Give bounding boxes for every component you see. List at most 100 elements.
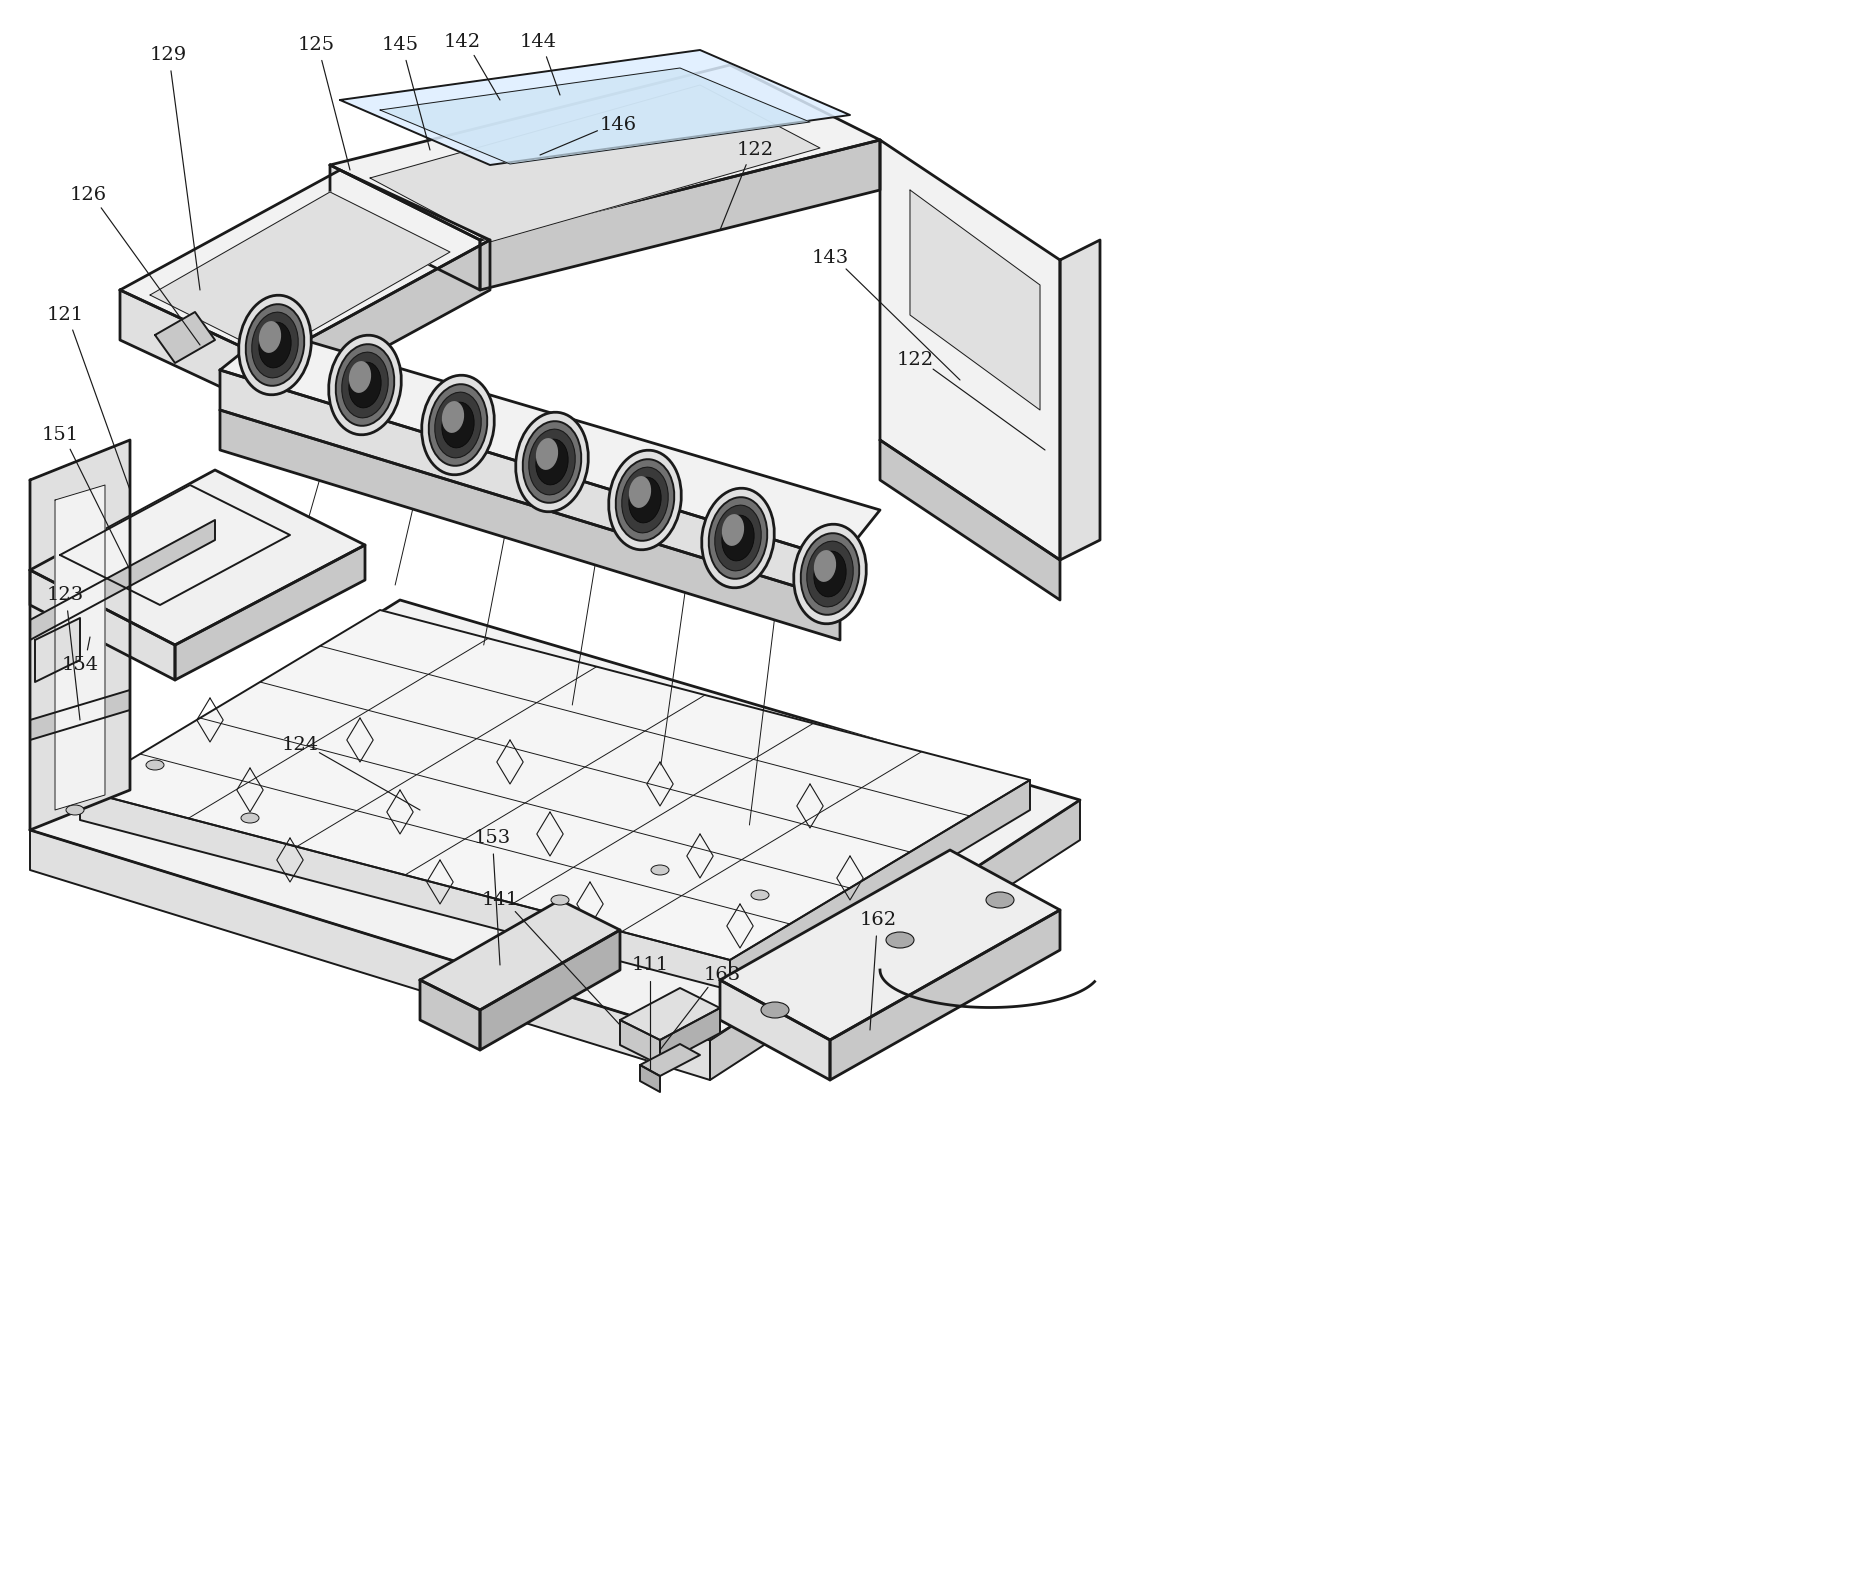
Polygon shape xyxy=(829,911,1059,1079)
Text: 145: 145 xyxy=(382,37,419,54)
Ellipse shape xyxy=(147,759,163,771)
Ellipse shape xyxy=(341,352,388,417)
Polygon shape xyxy=(660,1008,720,1065)
Ellipse shape xyxy=(751,890,768,899)
Ellipse shape xyxy=(245,304,304,385)
Text: 141: 141 xyxy=(480,892,518,909)
Ellipse shape xyxy=(551,895,569,904)
Text: 126: 126 xyxy=(69,186,106,204)
Text: 163: 163 xyxy=(703,966,740,984)
Ellipse shape xyxy=(328,336,401,435)
Polygon shape xyxy=(121,290,269,411)
Polygon shape xyxy=(710,801,1080,1079)
Ellipse shape xyxy=(429,384,488,466)
Ellipse shape xyxy=(336,344,393,425)
Ellipse shape xyxy=(523,422,581,503)
Ellipse shape xyxy=(714,505,761,572)
Polygon shape xyxy=(480,930,620,1051)
Polygon shape xyxy=(121,170,490,360)
Polygon shape xyxy=(221,411,840,640)
Text: 144: 144 xyxy=(519,33,556,51)
Polygon shape xyxy=(909,189,1039,411)
Text: 122: 122 xyxy=(896,350,933,369)
Ellipse shape xyxy=(722,516,753,560)
Polygon shape xyxy=(30,689,130,740)
Polygon shape xyxy=(729,780,1030,990)
Ellipse shape xyxy=(421,376,493,474)
Ellipse shape xyxy=(629,476,651,508)
Ellipse shape xyxy=(67,806,83,815)
Text: 162: 162 xyxy=(859,911,896,930)
Polygon shape xyxy=(156,312,215,363)
Ellipse shape xyxy=(616,458,673,541)
Ellipse shape xyxy=(608,451,681,549)
Polygon shape xyxy=(879,140,1059,560)
Ellipse shape xyxy=(812,551,846,597)
Polygon shape xyxy=(339,49,850,166)
Text: 129: 129 xyxy=(148,46,187,64)
Polygon shape xyxy=(640,1044,699,1076)
Polygon shape xyxy=(30,470,365,645)
Polygon shape xyxy=(30,521,215,640)
Ellipse shape xyxy=(349,361,380,408)
Polygon shape xyxy=(80,610,1030,960)
Polygon shape xyxy=(620,989,720,1040)
Ellipse shape xyxy=(441,403,473,447)
Ellipse shape xyxy=(529,430,575,495)
Ellipse shape xyxy=(722,514,744,546)
Polygon shape xyxy=(480,140,879,290)
Polygon shape xyxy=(269,240,490,411)
Polygon shape xyxy=(720,850,1059,1040)
Text: 121: 121 xyxy=(46,306,83,325)
Polygon shape xyxy=(221,330,879,560)
Polygon shape xyxy=(1059,240,1100,560)
Ellipse shape xyxy=(349,361,371,393)
Ellipse shape xyxy=(434,392,480,458)
Polygon shape xyxy=(330,166,480,290)
Polygon shape xyxy=(720,981,829,1079)
Polygon shape xyxy=(221,369,840,600)
Ellipse shape xyxy=(621,466,668,533)
Polygon shape xyxy=(59,486,289,605)
Text: 143: 143 xyxy=(811,248,848,267)
Polygon shape xyxy=(35,618,80,681)
Ellipse shape xyxy=(709,497,766,579)
Text: 146: 146 xyxy=(599,116,636,134)
Text: 142: 142 xyxy=(443,33,480,51)
Polygon shape xyxy=(369,84,820,242)
Polygon shape xyxy=(419,981,480,1051)
Ellipse shape xyxy=(794,524,866,624)
Polygon shape xyxy=(174,544,365,680)
Ellipse shape xyxy=(258,322,291,368)
Polygon shape xyxy=(80,790,729,990)
Polygon shape xyxy=(30,829,710,1079)
Polygon shape xyxy=(620,1020,660,1065)
Polygon shape xyxy=(640,1065,660,1092)
Text: 124: 124 xyxy=(282,736,319,755)
Ellipse shape xyxy=(807,541,853,607)
Polygon shape xyxy=(419,899,620,1009)
Ellipse shape xyxy=(629,478,660,522)
Polygon shape xyxy=(30,439,130,829)
Ellipse shape xyxy=(800,533,859,615)
Polygon shape xyxy=(330,65,879,240)
Ellipse shape xyxy=(885,931,913,947)
Ellipse shape xyxy=(252,312,299,377)
Ellipse shape xyxy=(241,814,260,823)
Polygon shape xyxy=(56,486,106,810)
Polygon shape xyxy=(380,68,809,164)
Text: 123: 123 xyxy=(46,586,83,603)
Polygon shape xyxy=(150,193,449,355)
Text: 154: 154 xyxy=(61,656,98,673)
Ellipse shape xyxy=(239,295,312,395)
Ellipse shape xyxy=(651,864,668,876)
Ellipse shape xyxy=(761,1001,788,1017)
Text: 125: 125 xyxy=(297,37,334,54)
Text: 151: 151 xyxy=(41,427,78,444)
Ellipse shape xyxy=(701,489,774,587)
Ellipse shape xyxy=(258,322,280,353)
Text: 111: 111 xyxy=(631,957,668,974)
Polygon shape xyxy=(30,570,174,680)
Ellipse shape xyxy=(985,892,1013,907)
Text: 153: 153 xyxy=(473,829,510,847)
